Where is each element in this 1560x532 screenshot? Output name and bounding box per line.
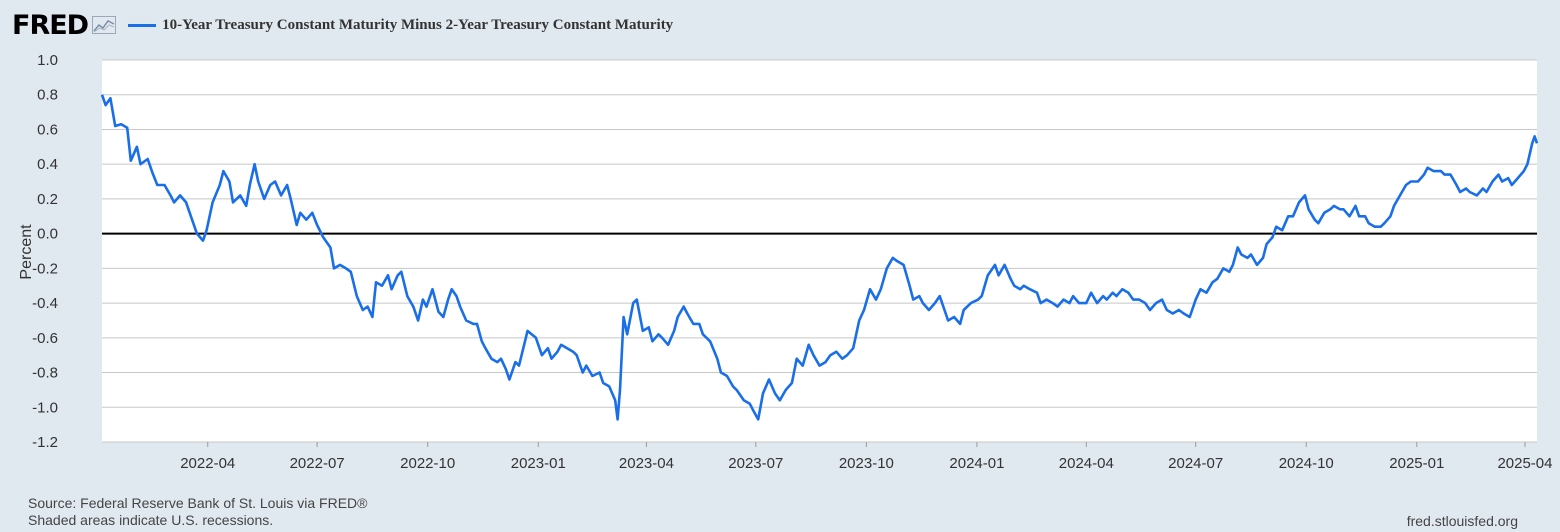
x-tick-label: 2024-04	[1059, 455, 1114, 472]
site-link[interactable]: fred.stlouisfed.org	[1406, 513, 1518, 529]
y-tick-label: -0.2	[32, 260, 58, 277]
fred-graph-icon	[92, 16, 117, 34]
y-tick-label: 0.8	[37, 87, 58, 104]
line-chart[interactable]: 1.0 0.8 0.6 0.4 0.2 0.0 -0.2 -0.4 -0.6 -0.8 -1.0 -1…	[0, 0, 1560, 490]
source-text: Source: Federal Reserve Bank of St. Loui…	[28, 495, 368, 511]
y-tick-label: -0.6	[32, 330, 58, 347]
source-note: Source: Federal Reserve Bank of St. Loui…	[28, 495, 367, 529]
x-tick-label: 2022-07	[290, 455, 345, 472]
x-tick-label: 2023-07	[728, 455, 783, 472]
y-tick-label: 0.6	[37, 121, 58, 138]
x-tick-label: 2023-04	[619, 455, 674, 472]
series-line[interactable]	[100, 94, 1539, 421]
x-tick-label: 2025-01	[1389, 455, 1444, 472]
y-tick-label: 0.0	[37, 226, 58, 243]
y-tick-label: -0.8	[32, 365, 58, 382]
x-axis-ticks: 2022-04 2022-07 2022-10 2023-01 2023-04 2023-…	[180, 442, 1553, 472]
y-tick-label: 1.0	[37, 52, 58, 69]
x-tick-label: 2022-10	[400, 455, 455, 472]
x-tick-label: 2025-04	[1497, 455, 1552, 472]
y-tick-label: 0.2	[37, 191, 58, 208]
y-tick-label: -0.4	[32, 295, 58, 312]
y-tick-label: -1.2	[32, 434, 58, 451]
recession-note: Shaded areas indicate U.S. recessions.	[28, 512, 274, 528]
y-axis-label: Percent	[18, 224, 35, 280]
legend[interactable]: 10-Year Treasury Constant Maturity Minus…	[128, 17, 673, 34]
chart-header: FRED 10-Year Treasury Constant Maturity …	[12, 10, 673, 40]
x-tick-label: 2023-01	[511, 455, 566, 472]
x-tick-label: 2024-07	[1168, 455, 1223, 472]
y-axis-ticks: 1.0 0.8 0.6 0.4 0.2 0.0 -0.2 -0.4 -0.6 -0.8 -1.0 -1…	[32, 52, 58, 451]
legend-swatch	[128, 23, 157, 27]
legend-label[interactable]: 10-Year Treasury Constant Maturity Minus…	[162, 16, 674, 33]
y-tick-label: -1.0	[32, 399, 58, 416]
x-tick-label: 2024-10	[1279, 455, 1334, 472]
x-tick-label: 2024-01	[949, 455, 1004, 472]
x-tick-label: 2022-04	[180, 455, 235, 472]
plot-area	[102, 60, 1537, 442]
y-tick-label: 0.4	[37, 156, 58, 173]
fred-logo[interactable]: FRED	[12, 9, 89, 41]
x-tick-label: 2023-10	[839, 455, 894, 472]
